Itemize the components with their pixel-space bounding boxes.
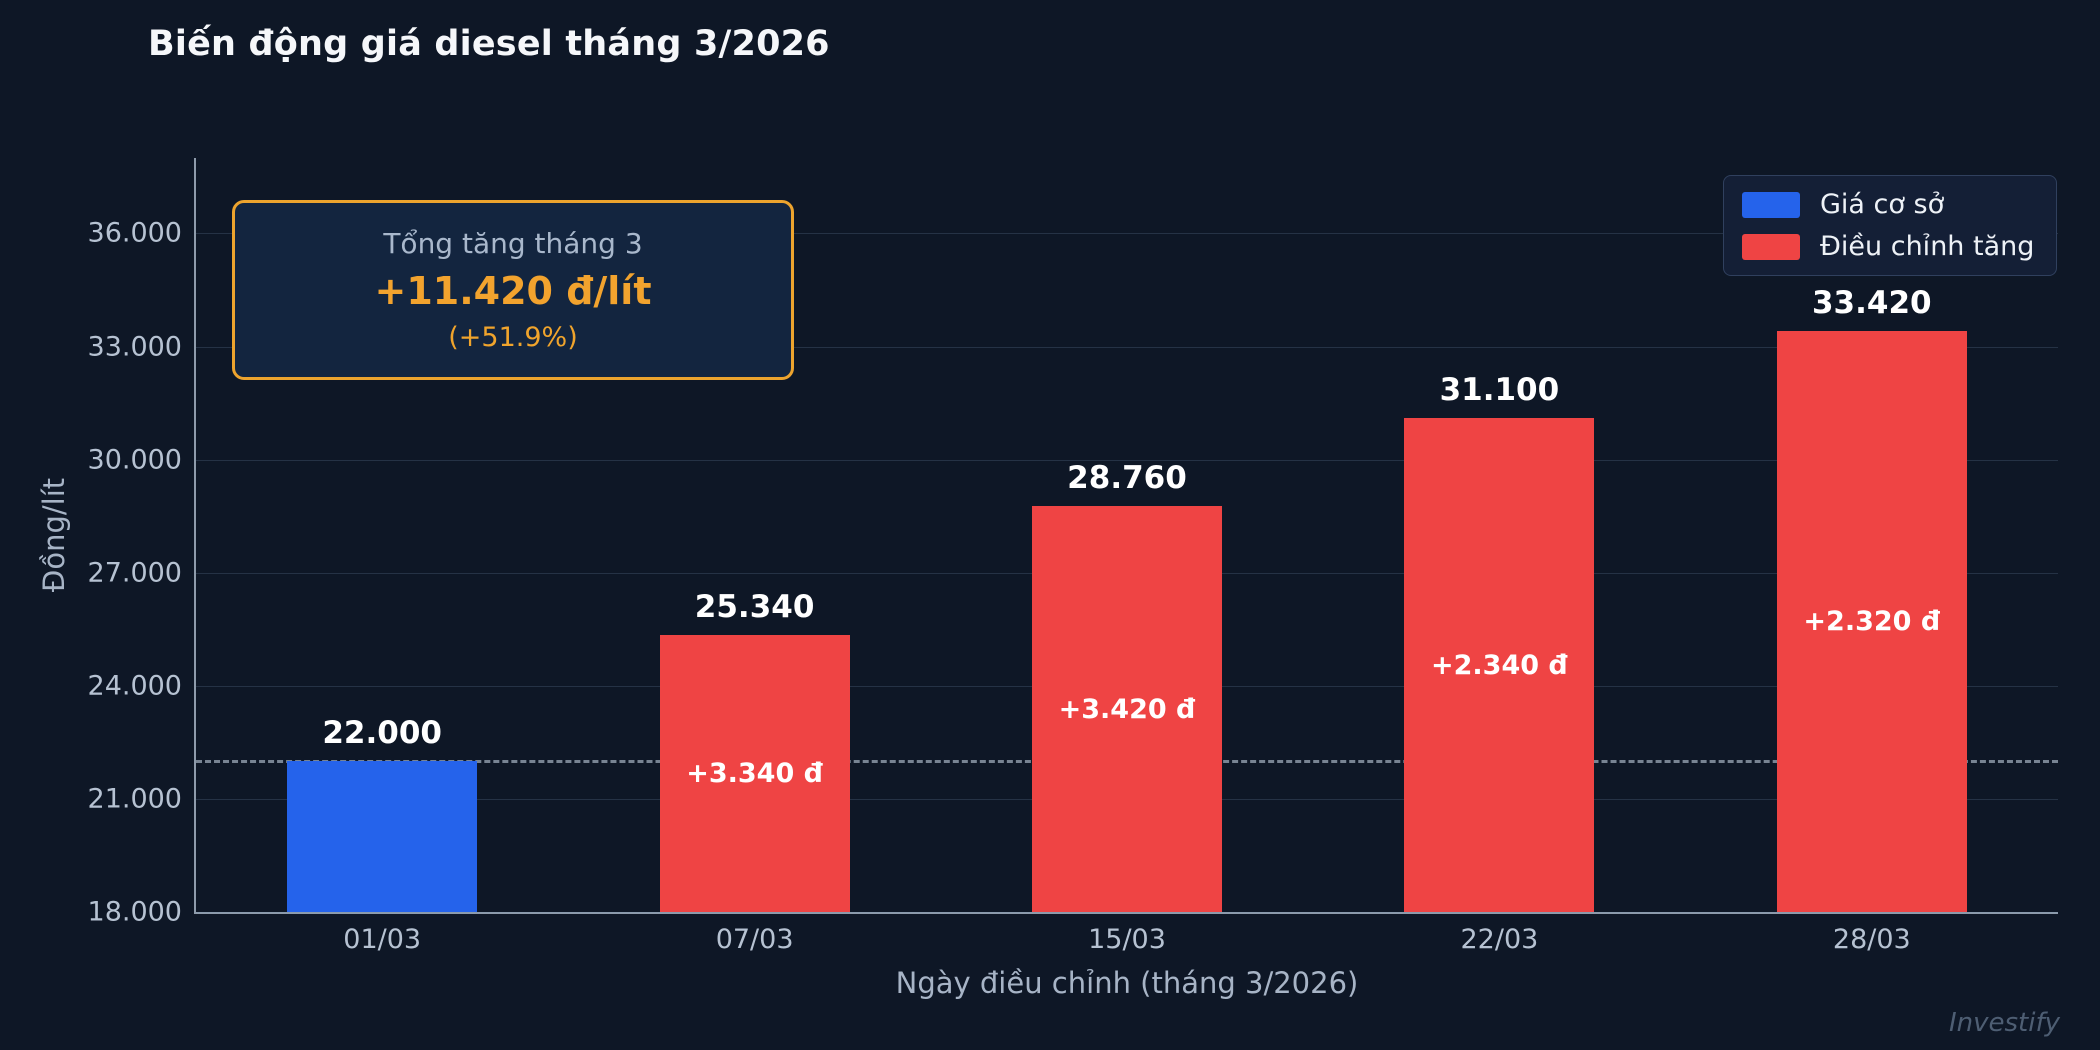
legend-label-base: Giá cơ sở [1820, 189, 1945, 220]
legend-swatch-increase [1742, 233, 1800, 260]
legend-item-increase: Điều chỉnh tăng [1742, 231, 2034, 262]
legend: Giá cơ sở Điều chỉnh tăng [1723, 175, 2058, 276]
y-tick-label: 24.000 [87, 670, 182, 702]
annotation-title: Tổng tăng tháng 3 [383, 227, 643, 260]
bar-15-03: +3.420 đ [1032, 506, 1222, 912]
watermark: Investify [1948, 1008, 2060, 1038]
gridline [196, 459, 2058, 461]
bar-value-label: 28.760 [1067, 460, 1187, 497]
plot-area: 22.000 +3.340 đ 25.340 +3.420 đ 28.760 +2.340… [196, 158, 2058, 913]
bar-delta-label: +3.340 đ [686, 758, 823, 790]
bar-22-03: +2.340 đ [1404, 418, 1595, 912]
legend-label-increase: Điều chỉnh tăng [1820, 231, 2035, 262]
bar-28-03: +2.320 đ [1776, 330, 1967, 912]
bar-delta-label: +3.420 đ [1058, 693, 1196, 725]
annotation-value: +11.420 đ/lít [374, 269, 652, 313]
bar-delta-label: +2.320 đ [1803, 605, 1941, 637]
bar-01-03 [287, 761, 478, 912]
legend-item-base: Giá cơ sở [1742, 189, 2034, 220]
legend-swatch-base [1742, 191, 1800, 218]
bar-value-label: 22.000 [322, 715, 443, 752]
bar-value-label: 31.100 [1439, 372, 1560, 409]
x-axis-line [194, 912, 2058, 914]
x-tick-label: 22/03 [1460, 924, 1539, 955]
x-tick-label: 07/03 [715, 924, 794, 955]
y-tick-label: 36.000 [87, 217, 182, 249]
gridline [196, 346, 2058, 348]
bar-value-label: 25.340 [694, 589, 815, 626]
y-axis-line [194, 158, 196, 914]
x-axis-title: Ngày điều chỉnh (tháng 3/2026) [895, 966, 1359, 1000]
x-tick-label: 28/03 [1832, 924, 1911, 955]
total-increase-annotation: Tổng tăng tháng 3 +11.420 đ/lít (+51.9%) [232, 200, 794, 380]
bar-delta-label: +2.340 đ [1431, 649, 1568, 681]
x-tick-label: 15/03 [1088, 924, 1166, 955]
bar-value-label: 33.420 [1811, 284, 1932, 321]
bar-07-03: +3.340 đ [659, 635, 850, 912]
chart-title: Biến động giá diesel tháng 3/2026 [148, 24, 830, 64]
y-tick-label: 33.000 [87, 331, 182, 362]
y-tick-label: 30.000 [87, 444, 182, 476]
annotation-percent: (+51.9%) [448, 322, 578, 353]
y-tick-label: 18.000 [87, 896, 182, 928]
gridline [196, 912, 2058, 913]
gridline [196, 233, 2058, 235]
x-tick-label: 01/03 [343, 924, 422, 955]
y-tick-label: 21.000 [87, 783, 182, 815]
y-tick-label: 27.000 [87, 557, 182, 589]
